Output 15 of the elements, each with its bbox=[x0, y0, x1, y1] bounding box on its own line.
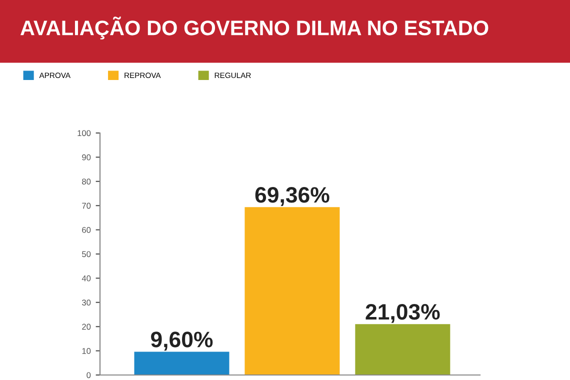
data-label: 9,60% bbox=[151, 332, 213, 351]
y-tick-label: 80 bbox=[82, 178, 91, 184]
y-tick-label: 10 bbox=[82, 348, 91, 354]
y-tick-label: 40 bbox=[82, 275, 91, 282]
y-tick-label: 30 bbox=[82, 300, 91, 306]
y-tick-label: 60 bbox=[82, 227, 91, 233]
y-tick-label: 70 bbox=[82, 202, 91, 209]
y-tick-label: 0 bbox=[86, 372, 91, 378]
chart-title: AVALIAÇÃO DO GOVERNO DILMA NO ESTADO bbox=[20, 16, 488, 40]
y-tick-label: 20 bbox=[82, 324, 91, 330]
data-label: 21,03% bbox=[366, 304, 440, 323]
data-label: 69,36% bbox=[255, 187, 330, 206]
y-tick-label: 100 bbox=[78, 130, 91, 136]
y-tick-label: 50 bbox=[82, 251, 91, 258]
y-tick-label: 90 bbox=[82, 154, 91, 160]
